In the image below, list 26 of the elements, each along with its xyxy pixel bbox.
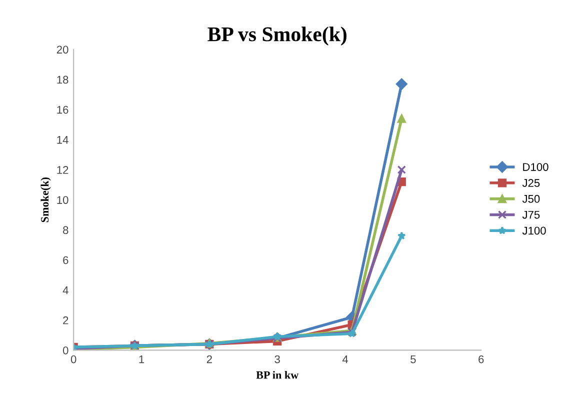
x-tick-label: 2 xyxy=(206,355,212,364)
y-tick-label: 10 xyxy=(57,196,68,204)
legend-label: J100 xyxy=(522,226,546,235)
x-tick-label: 3 xyxy=(274,355,280,364)
legend-label: D100 xyxy=(523,163,548,171)
y-tick-label: 18 xyxy=(57,76,68,84)
y-tick-label: 4 xyxy=(62,286,68,294)
y-tick-label: 6 xyxy=(63,256,68,264)
legend-label: J75 xyxy=(522,210,540,219)
x-tick-label: 4 xyxy=(342,355,348,364)
x-axis-title: BP in kw xyxy=(256,370,299,379)
legend-label: J25 xyxy=(522,179,540,187)
y-tick-label: 2 xyxy=(63,316,68,324)
y-tick-label: 8 xyxy=(63,226,68,234)
x-tick-label: 6 xyxy=(478,355,484,364)
y-tick-label: 14 xyxy=(57,136,68,144)
y-axis-title: Smoke(k) xyxy=(40,177,51,222)
x-tick-label: 5 xyxy=(410,355,416,364)
y-tick-label: 20 xyxy=(56,46,68,54)
x-tick-label: 0 xyxy=(70,355,76,364)
legend-label: J50 xyxy=(522,194,540,203)
chart-title: BP vs Smoke(k) xyxy=(208,26,346,46)
x-tick-label: 1 xyxy=(139,355,144,364)
y-tick-label: 16 xyxy=(57,106,68,114)
y-tick-label: 0 xyxy=(62,346,68,354)
y-tick-label: 12 xyxy=(57,166,68,174)
